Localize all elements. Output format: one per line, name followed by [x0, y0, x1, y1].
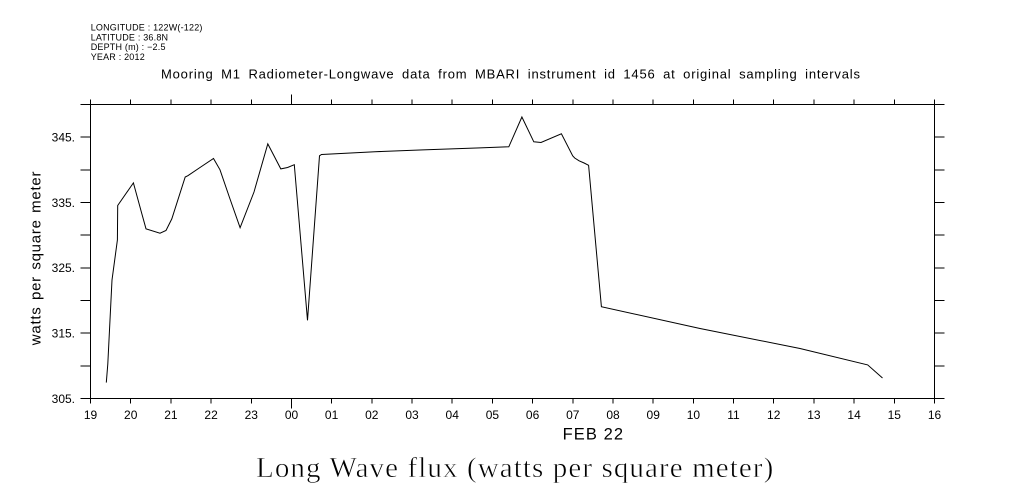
- svg-text:16: 16: [928, 408, 942, 422]
- svg-text:10: 10: [687, 408, 701, 422]
- svg-text:FEB 22: FEB 22: [563, 425, 625, 443]
- svg-text:LATITUDE : 36.8N: LATITUDE : 36.8N: [91, 32, 169, 42]
- svg-text:06: 06: [526, 408, 540, 422]
- svg-text:23: 23: [245, 408, 259, 422]
- svg-text:watts per square meter: watts per square meter: [28, 171, 45, 346]
- svg-text:14: 14: [847, 408, 861, 422]
- svg-text:13: 13: [807, 408, 821, 422]
- svg-text:22: 22: [204, 408, 218, 422]
- svg-text:Mooring M1 Radiometer-Longwave: Mooring M1 Radiometer-Longwave data from…: [161, 67, 861, 82]
- svg-text:21: 21: [164, 408, 178, 422]
- svg-text:01: 01: [325, 408, 339, 422]
- svg-text:12: 12: [767, 408, 781, 422]
- svg-text:04: 04: [446, 408, 460, 422]
- svg-text:08: 08: [606, 408, 620, 422]
- svg-text:YEAR : 2012: YEAR : 2012: [91, 52, 145, 62]
- svg-text:03: 03: [405, 408, 419, 422]
- svg-text:335.: 335.: [52, 196, 75, 210]
- svg-text:11: 11: [727, 408, 740, 422]
- svg-text:19: 19: [84, 408, 98, 422]
- svg-text:09: 09: [647, 408, 661, 422]
- svg-text:07: 07: [566, 408, 580, 422]
- svg-text:305.: 305.: [52, 392, 75, 406]
- svg-text:02: 02: [365, 408, 379, 422]
- svg-text:15: 15: [888, 408, 902, 422]
- svg-text:20: 20: [124, 408, 138, 422]
- svg-text:345.: 345.: [52, 131, 75, 145]
- svg-text:315.: 315.: [52, 327, 75, 341]
- svg-text:05: 05: [486, 408, 500, 422]
- svg-text:325.: 325.: [52, 261, 75, 275]
- svg-text:LONGITUDE : 122W(-122): LONGITUDE : 122W(-122): [91, 23, 203, 33]
- svg-text:00: 00: [285, 408, 299, 422]
- svg-text:DEPTH (m) : −2.5: DEPTH (m) : −2.5: [91, 42, 166, 52]
- svg-text:Long Wave flux (watts per squa: Long Wave flux (watts per square meter): [256, 452, 774, 484]
